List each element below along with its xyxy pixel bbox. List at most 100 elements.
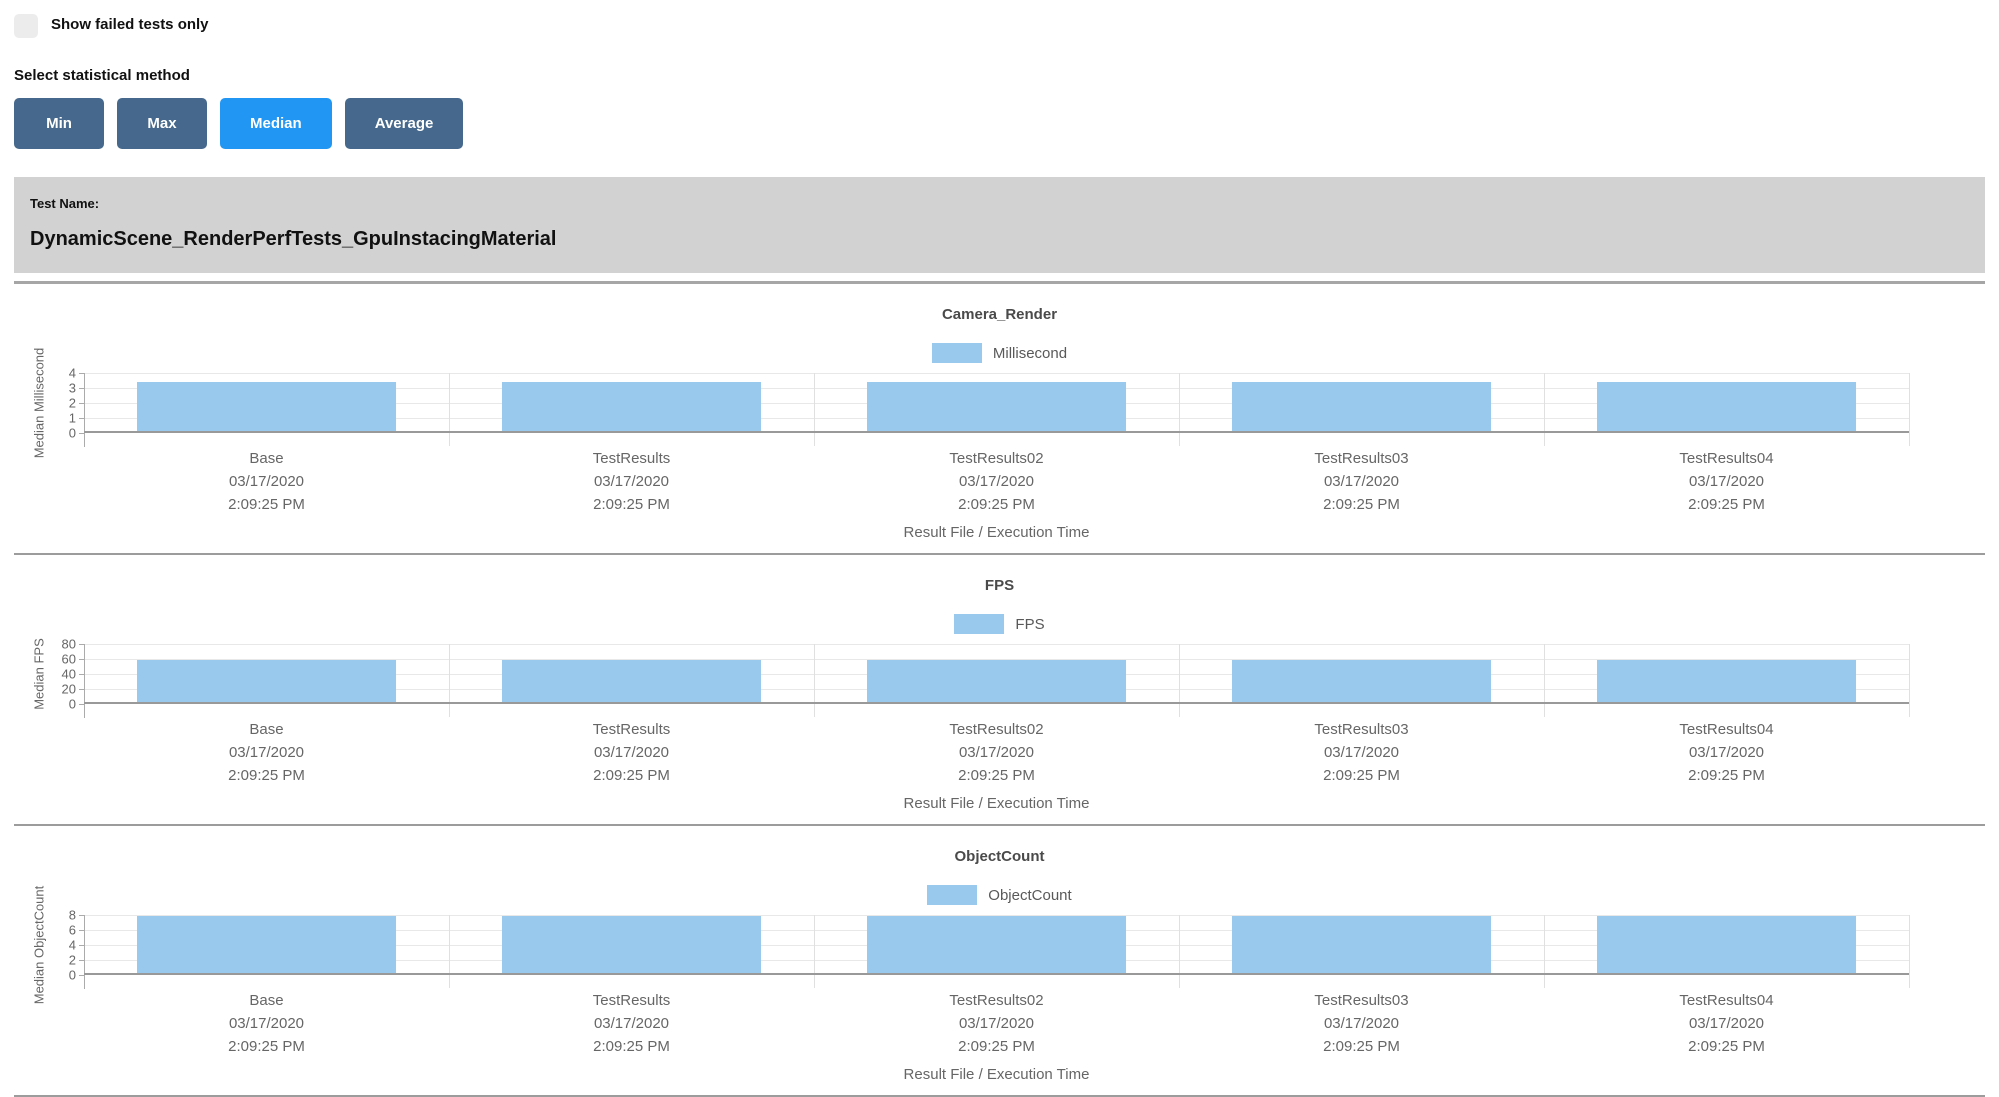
y-tick-mark: [79, 945, 84, 946]
y-axis-title-text: Median ObjectCount: [31, 885, 47, 1005]
plot-area: [79, 644, 1910, 718]
x-labels: Base 03/17/2020 2:09:25 PM TestResults 03/17…: [84, 447, 1909, 516]
x-label-time: 2:09:25 PM: [1688, 767, 1765, 784]
x-axis-title: Result File / Execution Time: [903, 1066, 1090, 1083]
x-label: TestResults03 03/17/2020 2:09:25 PM: [1179, 989, 1544, 1058]
show-failed-row: Show failed tests only: [14, 14, 1985, 38]
x-label: TestResults04 03/17/2020 2:09:25 PM: [1544, 447, 1909, 516]
x-label-date: 03/17/2020: [228, 1015, 305, 1032]
x-label-name: TestResults04: [1679, 450, 1774, 467]
x-label-date: 03/17/2020: [958, 473, 1035, 490]
y-axis-title: Median Millisecond: [28, 348, 50, 459]
y-tick-mark: [79, 915, 84, 916]
x-label-time: 2:09:25 PM: [1323, 496, 1400, 513]
gridline: [1909, 915, 1910, 988]
y-tick-label: 6: [68, 922, 76, 938]
x-label: TestResults 03/17/2020 2:09:25 PM: [449, 989, 814, 1058]
y-tick-label: 2: [68, 395, 76, 411]
test-name-panel: Test Name: DynamicScene_RenderPerfTests_…: [14, 177, 1985, 273]
stat-button-min[interactable]: Min: [14, 98, 104, 149]
gridline: [84, 373, 1909, 374]
gridline: [449, 373, 450, 446]
x-label: TestResults 03/17/2020 2:09:25 PM: [449, 447, 814, 516]
y-tick-mark: [79, 930, 84, 931]
x-label: Base 03/17/2020 2:09:25 PM: [84, 718, 449, 787]
y-tick-mark: [79, 704, 84, 705]
gridline: [1544, 373, 1545, 446]
x-label: TestResults03 03/17/2020 2:09:25 PM: [1179, 447, 1544, 516]
panel-divider: [14, 281, 1985, 284]
x-label-time: 2:09:25 PM: [1688, 496, 1765, 513]
x-label: TestResults02 03/17/2020 2:09:25 PM: [814, 447, 1179, 516]
y-tick-mark: [79, 403, 84, 404]
stat-button-max[interactable]: Max: [117, 98, 207, 149]
gridline: [814, 373, 815, 446]
bar: [866, 660, 1127, 702]
y-axis-line: [84, 915, 85, 989]
chart-title: ObjectCount: [954, 848, 1045, 865]
gridline: [814, 644, 815, 717]
gridline: [1544, 644, 1545, 717]
bar: [136, 660, 397, 702]
show-failed-checkbox[interactable]: [14, 14, 38, 38]
x-label-date: 03/17/2020: [228, 473, 305, 490]
legend-swatch: [954, 614, 1005, 634]
y-ticks: 0 20 40 60 80: [50, 637, 84, 712]
y-tick-label: 1: [68, 410, 76, 426]
bar: [136, 382, 397, 431]
bar: [1231, 916, 1492, 973]
x-label-date: 03/17/2020: [1688, 744, 1765, 761]
chart-section-camera_render: Camera_Render Millisecond Median Milliseco…: [0, 284, 1999, 555]
x-label-time: 2:09:25 PM: [958, 767, 1035, 784]
x-label: TestResults04 03/17/2020 2:09:25 PM: [1544, 989, 1909, 1058]
x-label-time: 2:09:25 PM: [1323, 767, 1400, 784]
show-failed-label: Show failed tests only: [51, 16, 209, 33]
x-label-time: 2:09:25 PM: [958, 1038, 1035, 1055]
y-tick-label: 2: [68, 952, 76, 968]
y-axis-title-text: Median FPS: [31, 638, 47, 710]
y-tick-label: 4: [68, 937, 76, 953]
x-label-date: 03/17/2020: [958, 744, 1035, 761]
y-tick-mark: [79, 659, 84, 660]
chart-legend: ObjectCount: [0, 885, 1999, 905]
x-label-name: TestResults03: [1314, 450, 1409, 467]
x-axis-line: [84, 973, 1909, 975]
x-label-name: TestResults: [592, 450, 671, 467]
x-label: TestResults02 03/17/2020 2:09:25 PM: [814, 718, 1179, 787]
gridline: [814, 915, 815, 988]
chart-title: Camera_Render: [941, 306, 1058, 323]
x-label-time: 2:09:25 PM: [593, 767, 670, 784]
bar: [1596, 382, 1857, 431]
stat-buttons: Min Max Median Average: [14, 98, 1985, 149]
gridline: [84, 644, 1909, 645]
y-tick-label: 20: [61, 681, 76, 697]
section-divider: [14, 553, 1985, 555]
bar: [501, 916, 762, 973]
test-name-label: Test Name:: [30, 196, 100, 211]
x-label-date: 03/17/2020: [1323, 473, 1400, 490]
legend-swatch: [927, 885, 978, 905]
x-label-date: 03/17/2020: [1688, 1015, 1765, 1032]
x-label-time: 2:09:25 PM: [593, 496, 670, 513]
y-axis-line: [84, 644, 85, 718]
x-label-name: Base: [249, 992, 284, 1009]
chart-canvas: Median ObjectCount 0 2 4 6 8: [28, 886, 1999, 1004]
x-label: TestResults04 03/17/2020 2:09:25 PM: [1544, 718, 1909, 787]
x-label: Base 03/17/2020 2:09:25 PM: [84, 989, 449, 1058]
x-axis-title: Result File / Execution Time: [903, 524, 1090, 541]
bar: [1231, 382, 1492, 431]
x-label-date: 03/17/2020: [1323, 744, 1400, 761]
bar: [866, 382, 1127, 431]
gridline: [1179, 644, 1180, 717]
x-label-date: 03/17/2020: [593, 473, 670, 490]
gridline: [449, 915, 450, 988]
y-tick-label: 40: [61, 666, 76, 682]
stat-button-average[interactable]: Average: [344, 98, 464, 149]
gridline: [1544, 915, 1545, 988]
x-label-name: TestResults03: [1314, 992, 1409, 1009]
y-tick-mark: [79, 373, 84, 374]
x-label-date: 03/17/2020: [958, 1015, 1035, 1032]
bar: [1596, 660, 1857, 702]
stat-button-median[interactable]: Median: [220, 98, 332, 149]
